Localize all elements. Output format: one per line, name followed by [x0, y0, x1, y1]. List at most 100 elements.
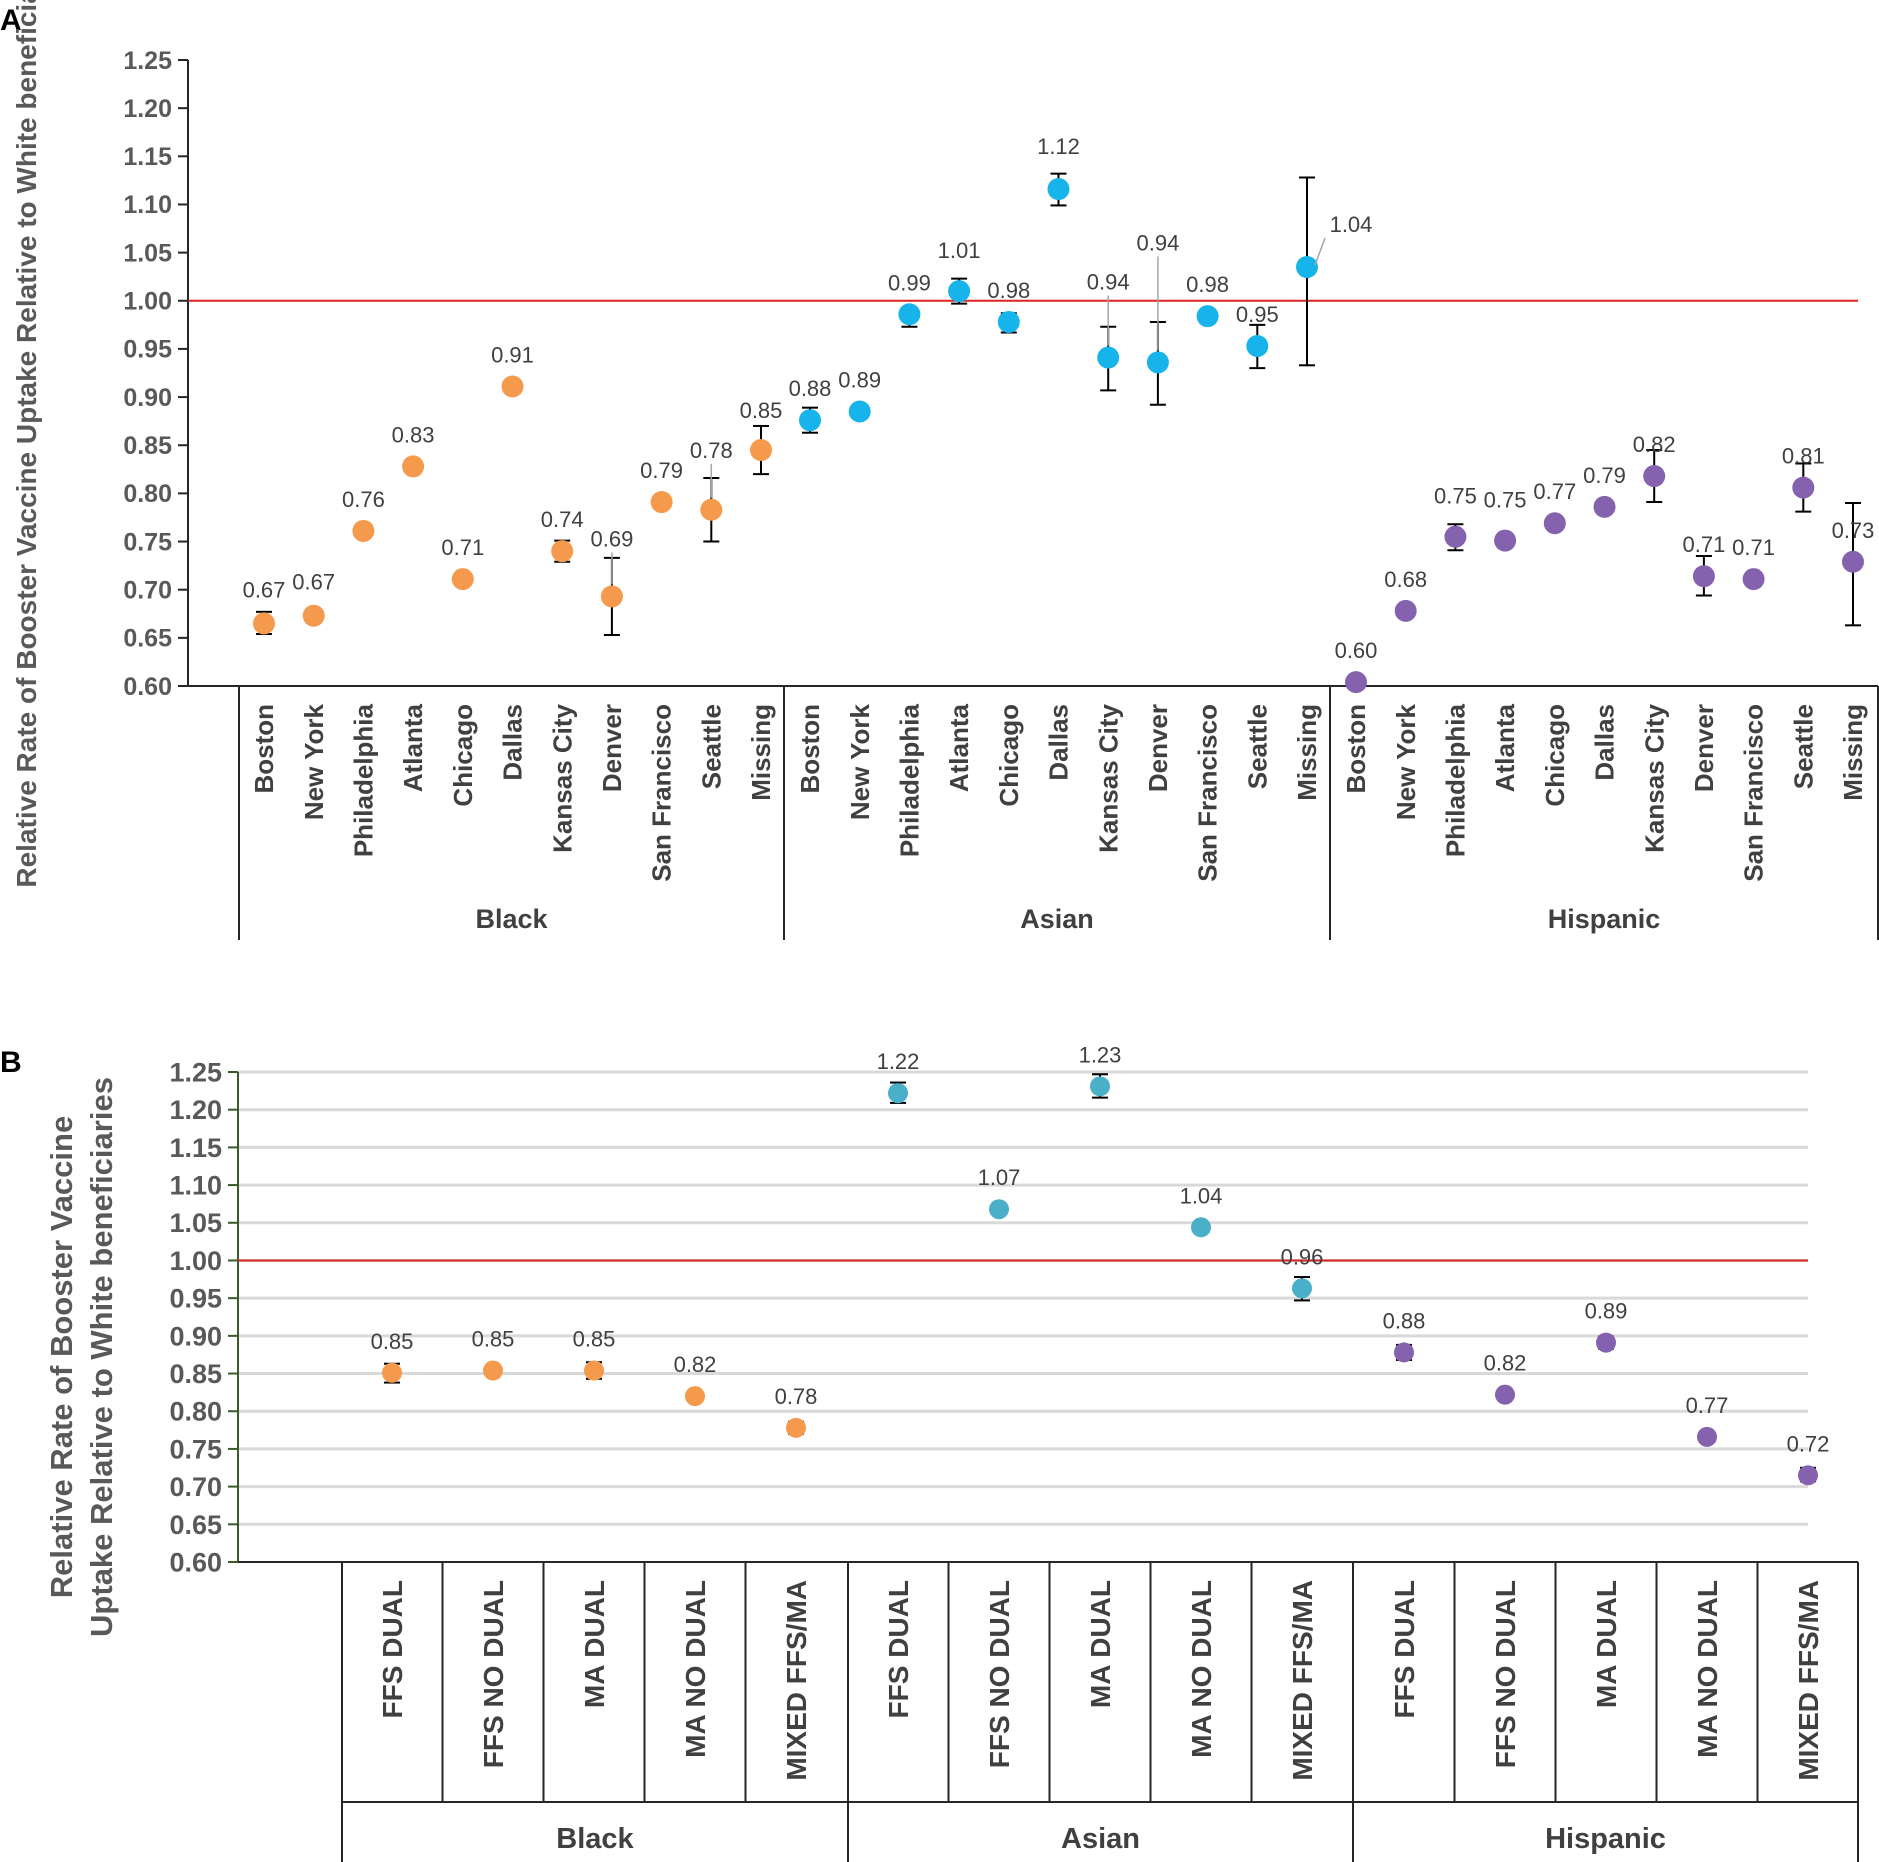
- y-tick-label: 0.60: [123, 673, 172, 701]
- data-point: [799, 409, 821, 432]
- category-label: Boston: [249, 704, 279, 794]
- data-point: [551, 540, 574, 563]
- category-label: FFS DUAL: [1389, 1580, 1420, 1718]
- y-tick-label: 1.05: [169, 1208, 222, 1238]
- data-label: 0.83: [392, 422, 435, 447]
- data-label: 0.85: [472, 1327, 515, 1352]
- category-label: Seattle: [696, 704, 726, 789]
- data-label: 0.72: [1787, 1431, 1830, 1456]
- data-point: [750, 439, 772, 462]
- category-label: Philadelphia: [1441, 703, 1471, 857]
- group-label: Hispanic: [1548, 904, 1661, 934]
- data-point: [685, 1386, 705, 1407]
- data-label: 0.85: [740, 398, 783, 423]
- data-label: 0.76: [342, 487, 385, 512]
- data-point: [848, 400, 871, 423]
- category-label: Boston: [1341, 704, 1371, 794]
- data-label: 0.67: [292, 570, 335, 595]
- y-tick-label: 0.90: [123, 384, 172, 412]
- category-label: Philadelphia: [895, 703, 925, 857]
- y-tick-label: 1.20: [123, 95, 172, 123]
- data-label: 0.88: [1383, 1308, 1426, 1333]
- data-label: 0.89: [1585, 1299, 1628, 1324]
- category-label: FFS NO DUAL: [1490, 1580, 1521, 1768]
- category-label: San Francisco: [1739, 704, 1769, 882]
- data-point: [1345, 671, 1367, 694]
- category-label: Missing: [1838, 704, 1868, 801]
- category-label: Kansas City: [1639, 703, 1669, 852]
- data-label: 0.82: [1633, 432, 1676, 457]
- y-tick-label: 1.25: [169, 1057, 222, 1087]
- data-point: [700, 498, 723, 521]
- data-label: 1.04: [1180, 1183, 1223, 1208]
- category-label: Seattle: [1788, 704, 1818, 789]
- category-label: San Francisco: [647, 704, 677, 882]
- y-tick-label: 0.85: [123, 432, 172, 460]
- category-label: New York: [845, 703, 875, 820]
- data-point: [1246, 335, 1269, 358]
- data-label: 0.69: [590, 526, 633, 551]
- panel-b-label: B: [0, 1046, 22, 1079]
- data-label: 0.77: [1533, 479, 1576, 504]
- data-label: 0.89: [838, 368, 881, 393]
- data-label: 0.82: [1484, 1351, 1527, 1376]
- category-label: Atlanta: [1490, 703, 1520, 792]
- category-label: New York: [1391, 703, 1421, 820]
- category-label: MA DUAL: [579, 1580, 610, 1708]
- data-label: 0.85: [371, 1329, 414, 1354]
- data-point: [302, 604, 325, 627]
- y-tick-label: 0.80: [123, 480, 172, 508]
- category-label: Dallas: [1044, 704, 1074, 781]
- y-tick-label: 0.90: [169, 1321, 222, 1351]
- data-point: [451, 568, 474, 591]
- data-label: 0.91: [491, 342, 534, 367]
- data-label: 1.12: [1037, 134, 1080, 159]
- category-label: Denver: [1689, 704, 1719, 792]
- data-point: [1097, 346, 1120, 369]
- category-label: MIXED FFS/MA: [1793, 1580, 1824, 1781]
- data-label: 0.99: [888, 270, 931, 295]
- y-tick-label: 0.95: [123, 336, 172, 364]
- data-point: [1494, 529, 1517, 552]
- data-label: 1.01: [938, 238, 981, 263]
- data-label: 0.75: [1484, 488, 1527, 513]
- data-label: 0.77: [1686, 1393, 1729, 1418]
- data-label: 0.88: [789, 376, 832, 401]
- y-tick-label: 0.65: [169, 1510, 222, 1540]
- category-label: Dallas: [498, 704, 528, 781]
- data-point: [1047, 178, 1070, 201]
- category-label: Missing: [746, 704, 776, 801]
- data-label: 0.95: [1236, 302, 1279, 327]
- y-tick-label: 1.15: [169, 1133, 222, 1163]
- data-point: [382, 1362, 402, 1383]
- group-label: Asian: [1020, 904, 1094, 934]
- data-point: [483, 1360, 503, 1381]
- panel-a-label: A: [0, 4, 22, 37]
- group-label: Hispanic: [1545, 1823, 1666, 1855]
- data-label: 0.78: [690, 438, 733, 463]
- data-point: [1146, 351, 1169, 374]
- y-tick-label: 0.95: [169, 1284, 222, 1314]
- category-label: Chicago: [1540, 704, 1570, 807]
- data-label: 0.79: [1583, 463, 1626, 488]
- data-point: [584, 1360, 604, 1381]
- data-point: [1596, 1332, 1616, 1353]
- category-label: MA NO DUAL: [680, 1580, 711, 1758]
- data-point: [1495, 1384, 1515, 1405]
- data-point: [650, 491, 673, 514]
- data-label: 0.71: [1682, 532, 1725, 557]
- data-label: 0.60: [1335, 638, 1378, 663]
- data-label: 0.71: [441, 535, 484, 560]
- data-point: [1798, 1465, 1818, 1486]
- data-point: [1090, 1076, 1110, 1097]
- data-label: 1.23: [1079, 1042, 1122, 1067]
- category-label: Chicago: [448, 704, 478, 807]
- category-label: Boston: [795, 704, 825, 794]
- data-label: 0.68: [1384, 567, 1427, 592]
- y-tick-label: 1.00: [123, 288, 172, 316]
- category-label: MA NO DUAL: [1692, 1580, 1723, 1758]
- category-label: Dallas: [1590, 704, 1620, 781]
- panel-a-chart: 0.60 0.65 0.70 0.75 0.80 0.85 0.90 0.95 1.00 1.05…: [11, 0, 1879, 940]
- data-point: [1394, 599, 1417, 622]
